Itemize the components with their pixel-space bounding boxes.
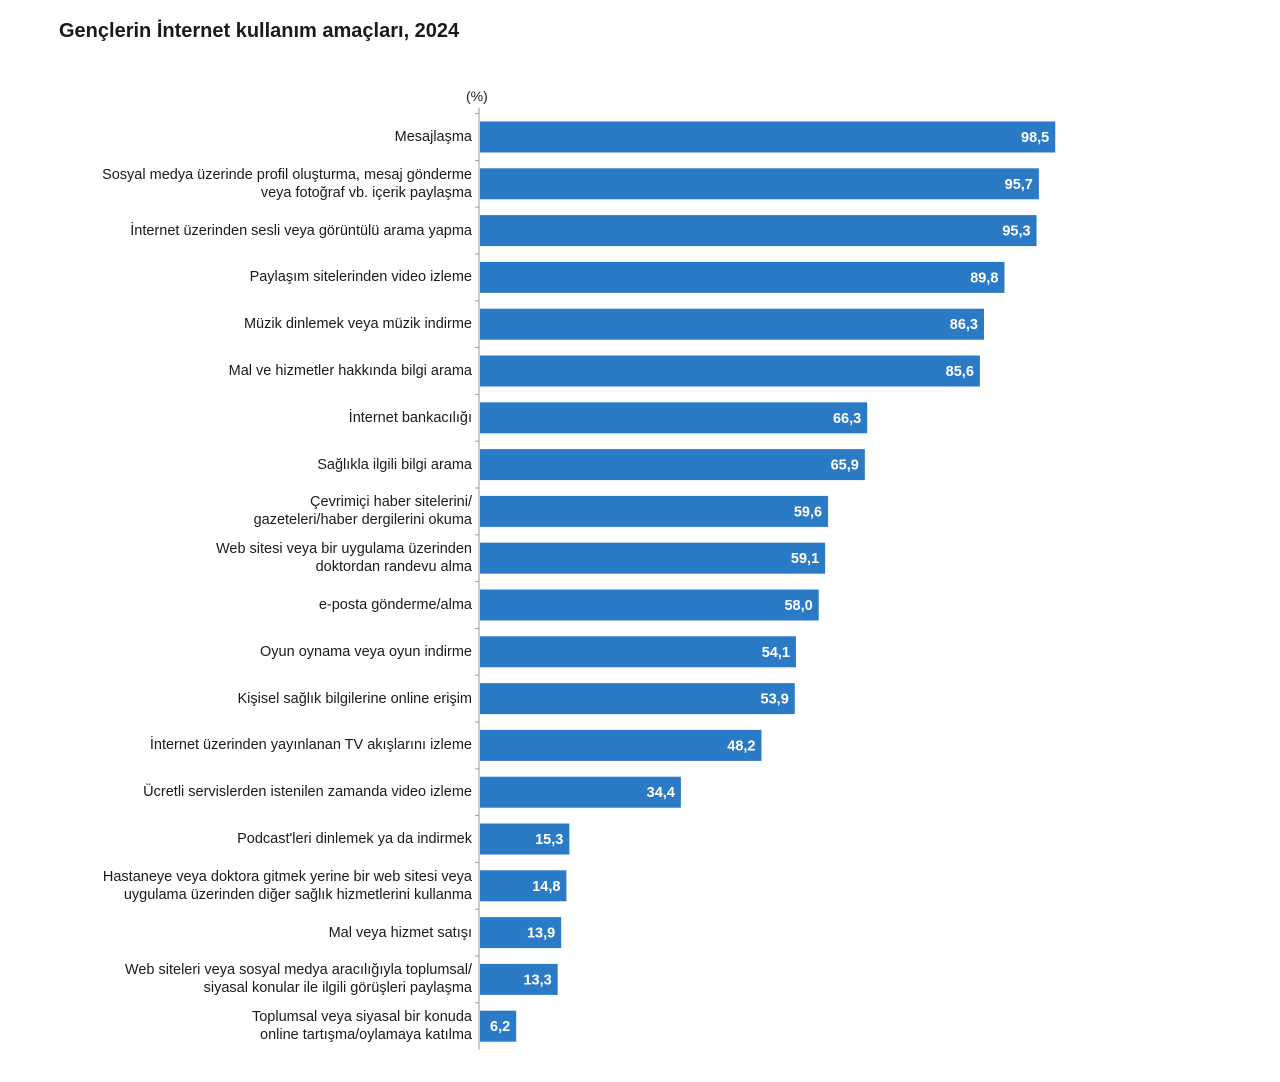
bar: [480, 776, 681, 808]
category-label: Kişisel sağlık bilgilerine online erişim: [237, 690, 472, 707]
category-label: Hastaneye veya doktora gitmek yerine bir…: [102, 868, 472, 903]
chart-title: Gençlerin İnternet kullanım amaçları, 20…: [59, 20, 460, 42]
bar: [480, 1010, 517, 1042]
bar-value-label: 59,1: [791, 551, 819, 567]
category-label: Web siteleri veya sosyal medya aracılığı…: [124, 962, 472, 997]
bar-value-label: 13,3: [523, 972, 551, 988]
bar: [480, 823, 570, 855]
bar: [480, 917, 562, 949]
bar: [480, 355, 980, 387]
bar-value-label: 95,3: [1002, 224, 1030, 240]
category-label: Mal veya hizmet satışı: [328, 924, 472, 941]
bar: [480, 495, 829, 527]
category-label: Sağlıkla ilgili bilgi arama: [317, 456, 472, 473]
category-label: Ücretli servislerden istenilen zamanda v…: [143, 784, 472, 801]
bar: [480, 729, 762, 761]
bar: [480, 168, 1039, 200]
bar-value-label: 14,8: [532, 879, 560, 895]
category-label: Oyun oynama veya oyun indirme: [260, 643, 472, 660]
category-label: İnternet üzerinden sesli veya görüntülü …: [130, 222, 472, 239]
category-label: Mesajlaşma: [394, 129, 472, 145]
bar: [480, 402, 868, 434]
category-label: Çevrimiçi haber sitelerini/ gazeteleri/h…: [253, 494, 472, 529]
category-label: Mal ve hizmetler hakkında bilgi arama: [228, 363, 472, 379]
bar-value-label: 86,3: [950, 317, 978, 333]
bar: [480, 449, 865, 481]
bar-value-label: 53,9: [761, 692, 789, 708]
category-label: e-posta gönderme/alma: [318, 597, 472, 613]
bar: [480, 683, 795, 715]
bar-value-label: 54,1: [762, 645, 790, 661]
bar-value-label: 58,0: [784, 598, 812, 614]
category-label: Toplumsal veya siyasal bir konuda online…: [251, 1009, 472, 1044]
category-label: Web sitesi veya bir uygulama üzerinden d…: [215, 541, 472, 576]
bar: [480, 215, 1037, 247]
category-label: İnternet bankacılığı: [348, 409, 472, 426]
bar-value-label: 65,9: [831, 458, 859, 474]
bar-value-label: 85,6: [946, 364, 974, 380]
bar-value-label: 6,2: [490, 1019, 510, 1035]
category-label: İnternet üzerinden yayınlanan TV akışlar…: [149, 737, 472, 754]
bar: [480, 121, 1056, 153]
bar-value-label: 34,4: [647, 785, 675, 801]
bar: [480, 542, 826, 574]
bar: [480, 636, 796, 668]
category-label: Sosyal medya üzerinde profil oluşturma, …: [102, 166, 472, 201]
bar-value-label: 13,9: [527, 926, 555, 942]
unit-label: (%): [466, 88, 488, 104]
bar: [480, 308, 984, 340]
bar: [480, 589, 819, 621]
bar-value-label: 66,3: [833, 411, 861, 427]
bar-value-label: 48,2: [727, 738, 755, 754]
bar: [480, 870, 567, 902]
category-label: Müzik dinlemek veya müzik indirme: [243, 316, 472, 333]
bar: [480, 963, 558, 995]
bar-value-label: 95,7: [1005, 177, 1033, 193]
bar: [480, 261, 1005, 293]
category-label: Paylaşım sitelerinden video izleme: [249, 269, 472, 286]
category-label: Podcast'leri dinlemek ya da indirmek: [237, 831, 472, 847]
bar-value-label: 89,8: [970, 270, 998, 286]
bar-value-label: 15,3: [535, 832, 563, 848]
bar-value-label: 98,5: [1021, 130, 1049, 146]
bar-value-label: 59,6: [794, 504, 822, 520]
